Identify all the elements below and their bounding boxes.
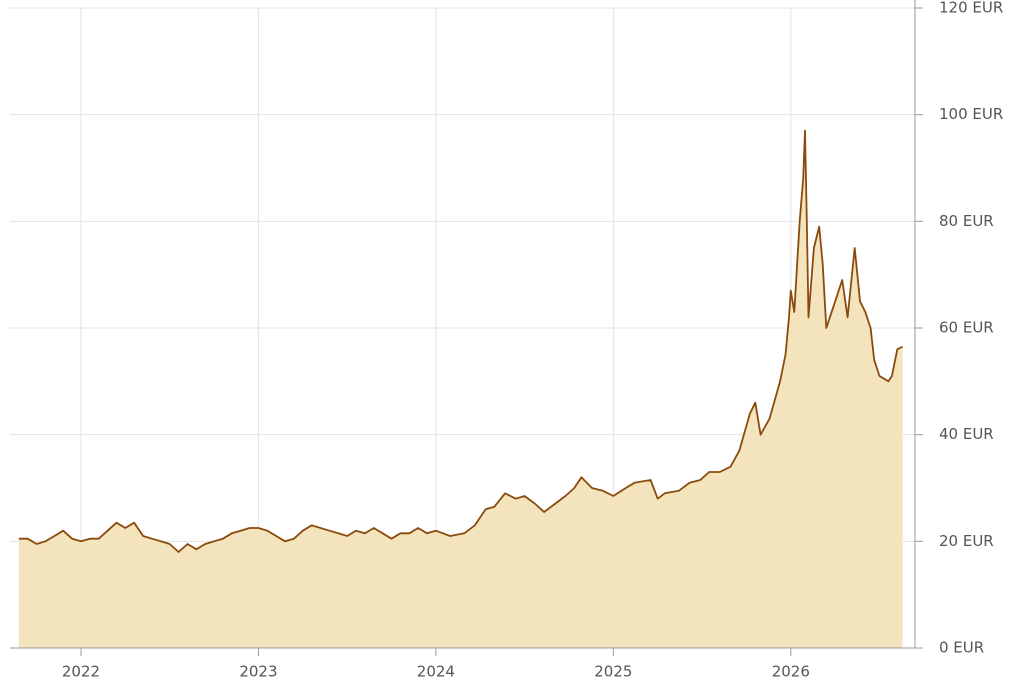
y-tick-label: 0 EUR — [939, 639, 984, 657]
y-tick-label: 20 EUR — [939, 532, 994, 550]
line — [18, 129, 903, 553]
x-tick-label: 2023 — [239, 663, 277, 681]
x-tick-label: 2022 — [62, 663, 100, 681]
y-tick-label: 40 EUR — [939, 425, 994, 443]
y-tick-label: 100 EUR — [939, 105, 1003, 123]
y-tick-label: 60 EUR — [939, 319, 994, 337]
y-tick-label: 80 EUR — [939, 212, 994, 230]
x-tick-label: 2024 — [417, 663, 455, 681]
x-tick-label: 2025 — [594, 663, 632, 681]
y-tick-label: 120 EUR — [939, 0, 1003, 17]
area — [18, 130, 903, 648]
x-tick-label: 2026 — [772, 663, 810, 681]
